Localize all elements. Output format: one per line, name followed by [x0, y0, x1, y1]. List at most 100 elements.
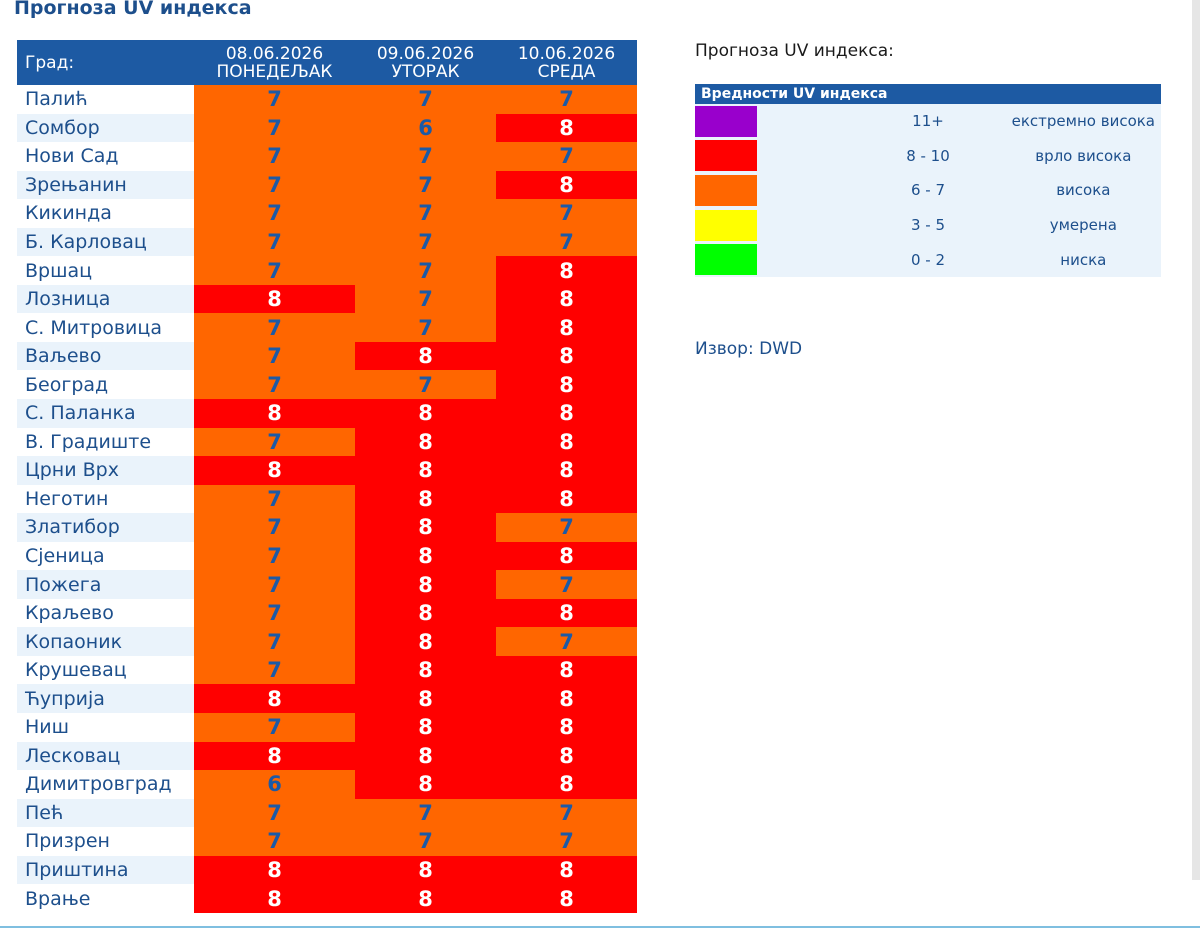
table-row: Приштина 8 8 8 — [17, 855, 637, 885]
legend-color-swatch — [695, 140, 757, 172]
uv-value-cell: 8 — [496, 541, 637, 571]
uv-value-cell: 7 — [194, 541, 355, 571]
legend-header: Вредности UV индекса — [695, 84, 1161, 104]
uv-value-cell: 7 — [194, 427, 355, 457]
uv-value-cell: 8 — [496, 256, 637, 285]
city-name: Неготин — [17, 484, 194, 514]
city-name: Зрењанин — [17, 170, 194, 200]
city-column-header: Град: — [17, 40, 194, 85]
source-note: Извор: DWD — [695, 339, 803, 359]
bottom-divider — [0, 926, 1200, 928]
vertical-scrollbar[interactable] — [1192, 0, 1200, 880]
table-row: Вршац 7 7 8 — [17, 256, 637, 285]
city-name: Пећ — [17, 798, 194, 828]
table-row: Нови Сад 7 7 7 — [17, 142, 637, 171]
legend-color-swatch — [695, 105, 757, 137]
legend-swatch-cell — [695, 207, 851, 243]
legend-row: 11+ екстремно висока — [695, 104, 1161, 139]
legend-swatch-cell — [695, 138, 851, 174]
city-name: Ваљево — [17, 341, 194, 371]
uv-value-cell: 7 — [355, 199, 496, 228]
table-row: Сјеница 7 8 8 — [17, 541, 637, 571]
uv-value-cell: 8 — [194, 399, 355, 428]
table-row: Призрен 7 7 7 — [17, 827, 637, 856]
uv-value-cell: 8 — [194, 456, 355, 485]
legend-range: 3 - 5 — [850, 207, 1006, 243]
uv-value-cell: 8 — [355, 741, 496, 771]
uv-value-cell: 7 — [194, 627, 355, 656]
city-name: Б. Карловац — [17, 227, 194, 257]
uv-value-cell: 7 — [355, 170, 496, 200]
table-row: Пећ 7 7 7 — [17, 798, 637, 828]
legend-row: 0 - 2 ниска — [695, 242, 1161, 277]
day-weekday: УТОРАК — [391, 61, 460, 82]
uv-value-cell: 8 — [496, 684, 637, 714]
uv-value-cell: 8 — [496, 399, 637, 428]
uv-value-cell: 7 — [496, 570, 637, 599]
uv-table-body: Палић 7 7 7 Сомбор 7 6 8 Нови Сад 7 7 7 Зрењанин 7 7 8 К… — [17, 85, 637, 913]
uv-value-cell: 7 — [496, 798, 637, 828]
city-name: В. Градиште — [17, 427, 194, 457]
table-row: Ћуприја 8 8 8 — [17, 684, 637, 714]
legend-label: врло висока — [1005, 138, 1161, 174]
uv-legend-table: Вредности UV индекса 11+ екстремно висока… — [695, 84, 1161, 277]
table-row: Пожега 7 8 7 — [17, 570, 637, 599]
uv-value-cell: 7 — [496, 513, 637, 542]
uv-value-cell: 8 — [355, 655, 496, 685]
city-name: Београд — [17, 370, 194, 400]
city-name: Златибор — [17, 513, 194, 542]
uv-value-cell: 8 — [496, 370, 637, 400]
uv-value-cell: 8 — [194, 741, 355, 771]
table-row: Лозница 8 7 8 — [17, 284, 637, 314]
city-name: Вршац — [17, 256, 194, 285]
uv-value-cell: 8 — [496, 598, 637, 628]
uv-value-cell: 7 — [496, 827, 637, 856]
legend-color-swatch — [695, 209, 757, 241]
city-name: Приштина — [17, 855, 194, 885]
uv-value-cell: 7 — [355, 313, 496, 342]
uv-value-cell: 8 — [355, 770, 496, 799]
uv-value-cell: 8 — [355, 427, 496, 457]
table-row: Неготин 7 8 8 — [17, 484, 637, 514]
uv-value-cell: 8 — [355, 627, 496, 656]
uv-value-cell: 7 — [194, 655, 355, 685]
city-name: Сомбор — [17, 113, 194, 143]
uv-value-cell: 8 — [496, 713, 637, 742]
day-weekday: СРЕДА — [537, 61, 596, 82]
city-name: Сјеница — [17, 541, 194, 571]
uv-value-cell: 6 — [194, 770, 355, 799]
city-name: Краљево — [17, 598, 194, 628]
uv-value-cell: 8 — [355, 713, 496, 742]
city-name: Крушевац — [17, 655, 194, 685]
table-row: Златибор 7 8 7 — [17, 513, 637, 542]
uv-forecast-table: Град: 08.06.2026 ПОНЕДЕЉАК 09.06.2026 УТ… — [17, 40, 637, 913]
legend-range: 8 - 10 — [850, 138, 1006, 174]
uv-value-cell: 8 — [496, 284, 637, 314]
legend-swatch-cell — [695, 104, 851, 139]
uv-value-cell: 8 — [496, 484, 637, 514]
day-column-header: 08.06.2026 ПОНЕДЕЉАК — [194, 40, 355, 85]
uv-value-cell: 8 — [496, 456, 637, 485]
table-row: Кикинда 7 7 7 — [17, 199, 637, 228]
uv-value-cell: 8 — [496, 113, 637, 143]
table-row: В. Градиште 7 8 8 — [17, 427, 637, 457]
uv-value-cell: 8 — [496, 427, 637, 457]
uv-value-cell: 7 — [194, 85, 355, 114]
city-name: Димитровград — [17, 770, 194, 799]
uv-value-cell: 8 — [355, 399, 496, 428]
page-title: Прогноза UV индекса — [14, 0, 252, 19]
uv-value-cell: 8 — [355, 598, 496, 628]
city-name: С. Паланка — [17, 399, 194, 428]
table-row: Копаоник 7 8 7 — [17, 627, 637, 656]
table-row: Крушевац 7 8 8 — [17, 655, 637, 685]
uv-value-cell: 8 — [496, 884, 637, 913]
uv-value-cell: 7 — [194, 341, 355, 371]
legend-swatch-cell — [695, 242, 851, 277]
day-column-header: 09.06.2026 УТОРАК — [355, 40, 496, 85]
legend-row: 3 - 5 умерена — [695, 207, 1161, 243]
uv-value-cell: 7 — [194, 827, 355, 856]
uv-value-cell: 8 — [355, 484, 496, 514]
uv-value-cell: 7 — [496, 142, 637, 171]
uv-value-cell: 7 — [194, 798, 355, 828]
city-name: Ниш — [17, 713, 194, 742]
